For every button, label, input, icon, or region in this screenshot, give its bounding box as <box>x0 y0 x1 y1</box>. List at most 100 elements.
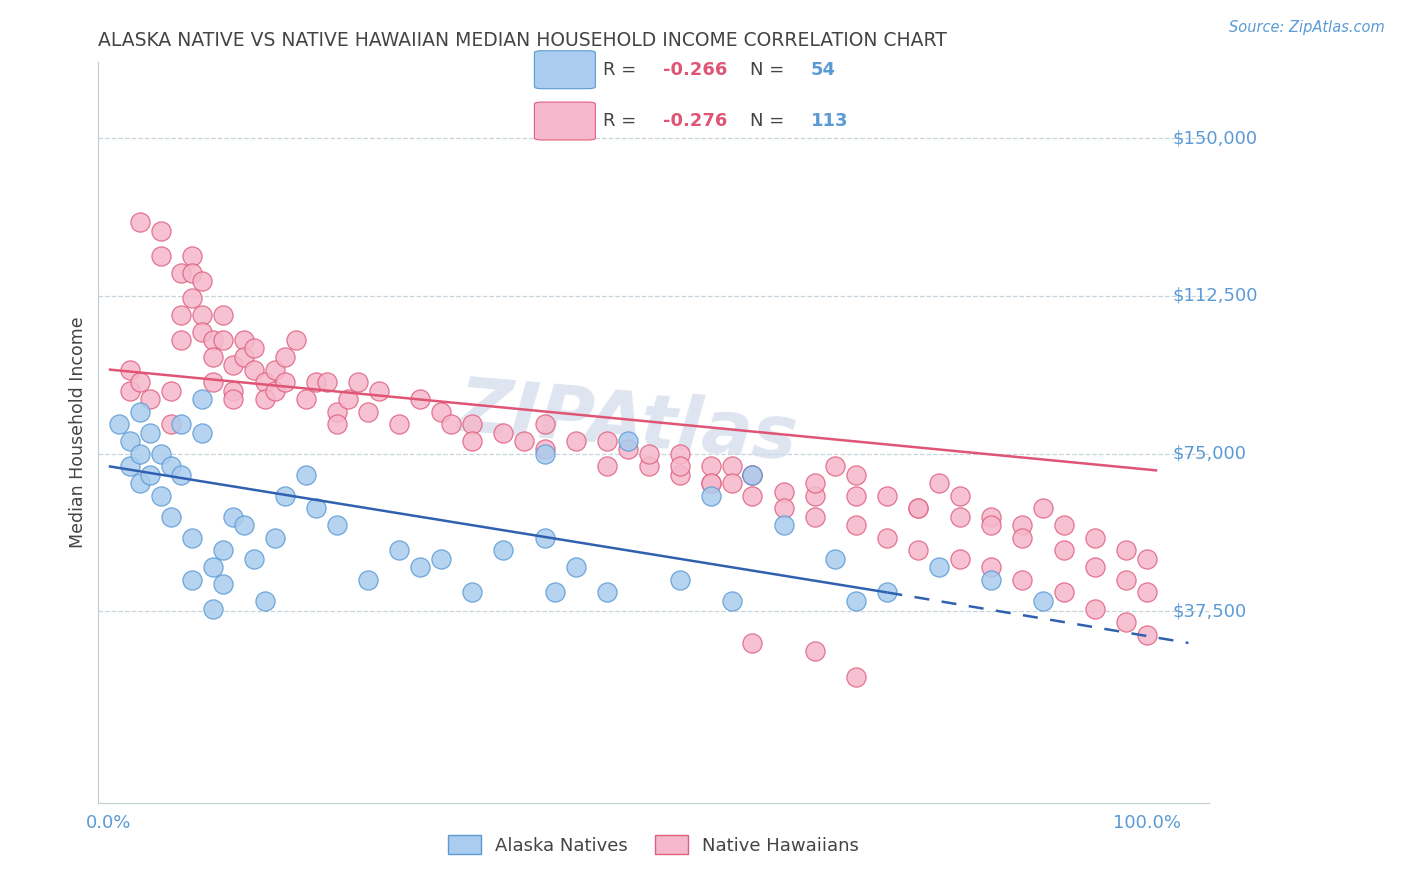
Point <box>1084 560 1107 574</box>
Point <box>741 467 763 482</box>
Point <box>803 644 825 658</box>
Point <box>1053 543 1076 558</box>
Point <box>461 417 484 432</box>
Point <box>1115 615 1137 629</box>
Y-axis label: Median Household Income: Median Household Income <box>69 317 87 549</box>
Text: 54: 54 <box>810 61 835 78</box>
Point <box>596 459 619 474</box>
Point <box>700 489 723 503</box>
Point <box>565 560 588 574</box>
Point <box>949 551 972 566</box>
Point <box>118 384 141 398</box>
Point <box>212 577 235 591</box>
Point <box>1032 594 1054 608</box>
Point <box>201 602 224 616</box>
Point <box>388 417 411 432</box>
Point <box>118 459 141 474</box>
Point <box>409 392 432 406</box>
Point <box>315 375 337 389</box>
Text: R =: R = <box>603 112 641 130</box>
Point <box>845 489 868 503</box>
Point <box>201 333 224 347</box>
Point <box>1115 543 1137 558</box>
Point <box>461 434 484 448</box>
Point <box>700 476 723 491</box>
Point <box>180 266 202 280</box>
Point <box>191 308 214 322</box>
Point <box>129 447 152 461</box>
Point <box>668 459 690 474</box>
Text: -0.276: -0.276 <box>664 112 728 130</box>
Point <box>720 476 742 491</box>
Point <box>533 447 555 461</box>
Point <box>907 501 929 516</box>
Point <box>139 467 162 482</box>
Point <box>232 518 254 533</box>
Point <box>212 543 235 558</box>
Point <box>1053 585 1076 599</box>
Point <box>284 333 307 347</box>
Point <box>824 551 846 566</box>
Text: $37,500: $37,500 <box>1173 602 1247 621</box>
Point <box>513 434 536 448</box>
FancyBboxPatch shape <box>534 51 595 88</box>
Point <box>1011 531 1033 545</box>
Point <box>845 518 868 533</box>
Point <box>191 325 214 339</box>
Point <box>264 384 287 398</box>
Text: $75,000: $75,000 <box>1173 444 1247 463</box>
Point <box>876 585 898 599</box>
Point <box>637 459 659 474</box>
Point <box>565 434 588 448</box>
Point <box>274 375 297 389</box>
Point <box>212 333 235 347</box>
Point <box>191 425 214 440</box>
Point <box>430 551 453 566</box>
Point <box>326 417 349 432</box>
Point <box>741 467 763 482</box>
Point <box>1032 501 1054 516</box>
Point <box>533 417 555 432</box>
Point <box>264 531 287 545</box>
Point <box>222 384 245 398</box>
Point <box>907 501 929 516</box>
Point <box>149 447 172 461</box>
Point <box>928 476 950 491</box>
Point <box>264 362 287 376</box>
Point <box>170 333 193 347</box>
Point <box>274 350 297 364</box>
Point <box>367 384 389 398</box>
Point <box>876 489 898 503</box>
FancyBboxPatch shape <box>534 102 595 140</box>
Point <box>149 224 172 238</box>
Point <box>430 404 453 418</box>
Point <box>347 375 370 389</box>
Point <box>1011 518 1033 533</box>
Text: ALASKA NATIVE VS NATIVE HAWAIIAN MEDIAN HOUSEHOLD INCOME CORRELATION CHART: ALASKA NATIVE VS NATIVE HAWAIIAN MEDIAN … <box>98 30 948 50</box>
Point <box>295 467 318 482</box>
Point <box>170 308 193 322</box>
Point <box>668 573 690 587</box>
Point <box>492 543 515 558</box>
Text: Source: ZipAtlas.com: Source: ZipAtlas.com <box>1229 20 1385 35</box>
Point <box>201 350 224 364</box>
Legend: Alaska Natives, Native Hawaiians: Alaska Natives, Native Hawaiians <box>441 828 866 862</box>
Point <box>772 501 794 516</box>
Point <box>668 447 690 461</box>
Point <box>803 476 825 491</box>
Point <box>212 308 235 322</box>
Point <box>637 447 659 461</box>
Point <box>326 518 349 533</box>
Point <box>741 636 763 650</box>
Text: R =: R = <box>603 61 641 78</box>
Point <box>741 467 763 482</box>
Point <box>388 543 411 558</box>
Point <box>160 509 183 524</box>
Point <box>243 551 266 566</box>
Point <box>1136 551 1159 566</box>
Point <box>305 501 328 516</box>
Text: $112,500: $112,500 <box>1173 287 1258 305</box>
Point <box>149 249 172 263</box>
Point <box>201 560 224 574</box>
Point <box>118 362 141 376</box>
